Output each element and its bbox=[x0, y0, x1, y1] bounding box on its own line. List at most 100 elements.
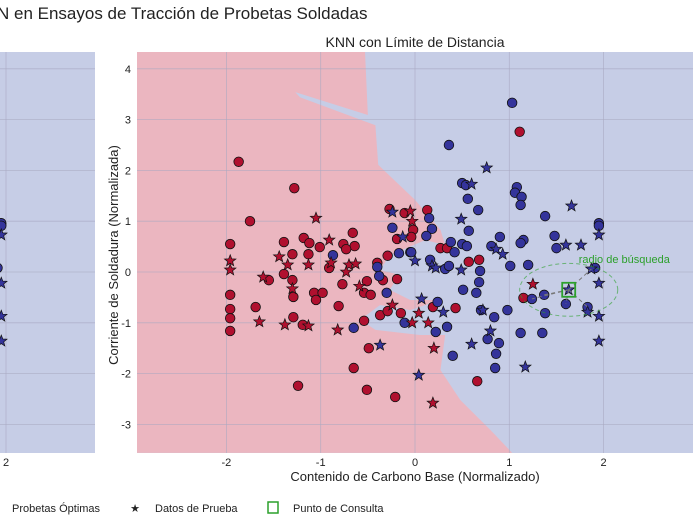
train-point-red bbox=[304, 237, 315, 249]
test-point-red bbox=[352, 279, 367, 292]
train-point-blue bbox=[461, 240, 473, 252]
x-tick-label: 1 bbox=[506, 457, 512, 469]
test-point-blue bbox=[480, 160, 494, 174]
train-point-blue bbox=[0, 263, 3, 273]
train-point-blue bbox=[406, 246, 417, 258]
test-point-red bbox=[256, 270, 270, 283]
test-point-blue bbox=[0, 276, 8, 289]
test-point-blue bbox=[412, 368, 426, 381]
x-tick-label: 2 bbox=[601, 457, 607, 469]
train-point-blue bbox=[373, 270, 385, 282]
main-subplot: radio de búsqueda bbox=[137, 52, 693, 453]
test-point-blue bbox=[436, 305, 450, 318]
train-point-red bbox=[289, 182, 300, 194]
test-point-red bbox=[272, 249, 286, 263]
y-tick-label: 4 bbox=[125, 64, 131, 76]
train-point-red bbox=[391, 273, 403, 285]
train-point-blue bbox=[560, 298, 572, 310]
train-point-red bbox=[288, 312, 299, 323]
train-point-blue bbox=[474, 265, 486, 277]
test-point-red bbox=[421, 315, 435, 329]
train-point-red bbox=[450, 302, 461, 314]
x-tick-label: -1 bbox=[316, 457, 326, 469]
test-point-blue bbox=[592, 227, 606, 241]
train-point-blue bbox=[372, 261, 383, 273]
test-point-blue bbox=[574, 238, 588, 251]
neighbor-link bbox=[568, 289, 588, 308]
train-point-red bbox=[395, 307, 407, 319]
x-tick-label: 0 bbox=[412, 457, 418, 469]
train-point-red bbox=[340, 243, 352, 255]
train-point-red bbox=[382, 250, 393, 261]
y-tick-label: -1 bbox=[121, 318, 131, 330]
test-point-red bbox=[278, 317, 292, 331]
test-point-blue bbox=[580, 305, 595, 318]
train-point-blue bbox=[443, 139, 455, 151]
train-point-blue bbox=[538, 289, 550, 301]
test-point-blue bbox=[483, 323, 498, 337]
train-point-blue bbox=[515, 199, 526, 211]
train-point-blue bbox=[539, 210, 551, 222]
x-axis-label: Contenido de Carbono Base (Normalizado) bbox=[290, 469, 539, 484]
train-point-blue bbox=[447, 350, 458, 362]
train-point-red bbox=[358, 315, 370, 326]
train-point-red bbox=[363, 343, 374, 354]
train-point-blue bbox=[387, 222, 398, 234]
test-point-blue bbox=[592, 309, 606, 322]
subplot-title: KNN con Límite de Distancia bbox=[326, 34, 505, 50]
test-point-blue bbox=[454, 212, 468, 225]
train-point-blue bbox=[494, 231, 506, 243]
train-point-blue bbox=[473, 276, 485, 288]
train-point-blue bbox=[549, 230, 560, 242]
test-point-blue bbox=[464, 337, 479, 350]
train-point-red bbox=[224, 325, 236, 337]
test-point-blue bbox=[454, 263, 468, 276]
test-point-red bbox=[405, 214, 419, 227]
train-point-blue bbox=[471, 287, 482, 299]
test-point-red bbox=[324, 255, 338, 269]
background-region-blue bbox=[0, 52, 95, 453]
train-point-red bbox=[287, 249, 298, 260]
legend-label-query: Punto de Consulta bbox=[293, 503, 384, 515]
search-radius-label: radio de búsqueda bbox=[579, 254, 671, 266]
train-point-red bbox=[224, 289, 236, 301]
train-point-red bbox=[463, 256, 474, 268]
train-point-red bbox=[518, 292, 529, 304]
train-point-red bbox=[361, 275, 373, 287]
test-point-blue bbox=[592, 334, 606, 347]
y-tick-label: 0 bbox=[125, 267, 131, 279]
test-point-red bbox=[331, 322, 345, 336]
legend-square-icon bbox=[267, 501, 279, 514]
x-tick-label: -2 bbox=[222, 457, 232, 469]
test-point-red bbox=[281, 257, 295, 271]
axes-labels: -2 -1 0 1 2 4 3 2 1 0 -1 -2 -3 bbox=[121, 64, 606, 469]
train-point-red bbox=[288, 291, 299, 303]
train-point-blue bbox=[505, 260, 516, 272]
y-axis-label: Corriente de Soldadura (Normalizada) bbox=[106, 145, 121, 365]
train-point-blue bbox=[441, 321, 453, 333]
train-point-red bbox=[224, 303, 236, 315]
test-point-blue bbox=[373, 338, 387, 351]
train-point-blue bbox=[551, 242, 562, 254]
train-point-blue bbox=[348, 322, 359, 334]
train-point-blue bbox=[493, 337, 505, 349]
train-point-red bbox=[365, 289, 376, 301]
train-point-red bbox=[333, 300, 344, 312]
train-point-red bbox=[303, 249, 314, 260]
test-point-red bbox=[526, 277, 540, 290]
train-point-red bbox=[310, 294, 322, 306]
y-tick-label: 2 bbox=[125, 165, 131, 177]
test-point-blue bbox=[489, 242, 503, 255]
test-point-red bbox=[252, 314, 267, 328]
test-point-red bbox=[426, 396, 440, 409]
train-point-red bbox=[224, 238, 236, 250]
train-point-red bbox=[250, 301, 261, 313]
train-point-blue bbox=[515, 237, 526, 249]
train-point-blue bbox=[506, 97, 518, 109]
train-point-blue bbox=[489, 362, 501, 374]
train-point-red bbox=[514, 126, 525, 137]
search-radius-circle bbox=[519, 262, 619, 317]
test-point-red bbox=[309, 211, 323, 224]
train-point-blue bbox=[430, 326, 441, 338]
